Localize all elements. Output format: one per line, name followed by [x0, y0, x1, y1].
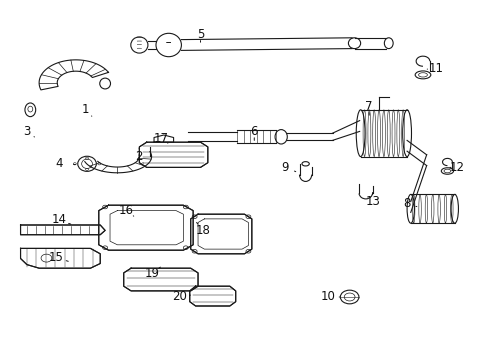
Text: 16: 16 [119, 204, 133, 217]
Text: 11: 11 [428, 62, 443, 75]
Polygon shape [20, 225, 105, 235]
Polygon shape [189, 286, 235, 306]
Polygon shape [99, 205, 193, 250]
Text: 8: 8 [402, 197, 410, 210]
Text: 10: 10 [321, 291, 335, 303]
Text: 15: 15 [49, 251, 63, 264]
Text: 1: 1 [81, 103, 89, 116]
Polygon shape [139, 142, 207, 167]
Text: 12: 12 [449, 161, 464, 174]
Polygon shape [20, 248, 100, 268]
Text: 5: 5 [196, 28, 204, 41]
Text: 7: 7 [365, 100, 372, 113]
Text: 20: 20 [172, 291, 187, 303]
Text: 3: 3 [23, 125, 31, 138]
Text: 9: 9 [281, 161, 288, 174]
Polygon shape [190, 214, 251, 254]
Text: 18: 18 [195, 224, 210, 237]
Polygon shape [123, 268, 198, 291]
Text: 2: 2 [135, 150, 143, 163]
Text: 6: 6 [250, 125, 258, 138]
Text: 14: 14 [51, 213, 66, 226]
Text: 4: 4 [55, 157, 62, 170]
Text: 13: 13 [365, 195, 379, 208]
Text: 19: 19 [145, 267, 160, 280]
Text: 17: 17 [154, 132, 168, 145]
Polygon shape [39, 60, 108, 90]
